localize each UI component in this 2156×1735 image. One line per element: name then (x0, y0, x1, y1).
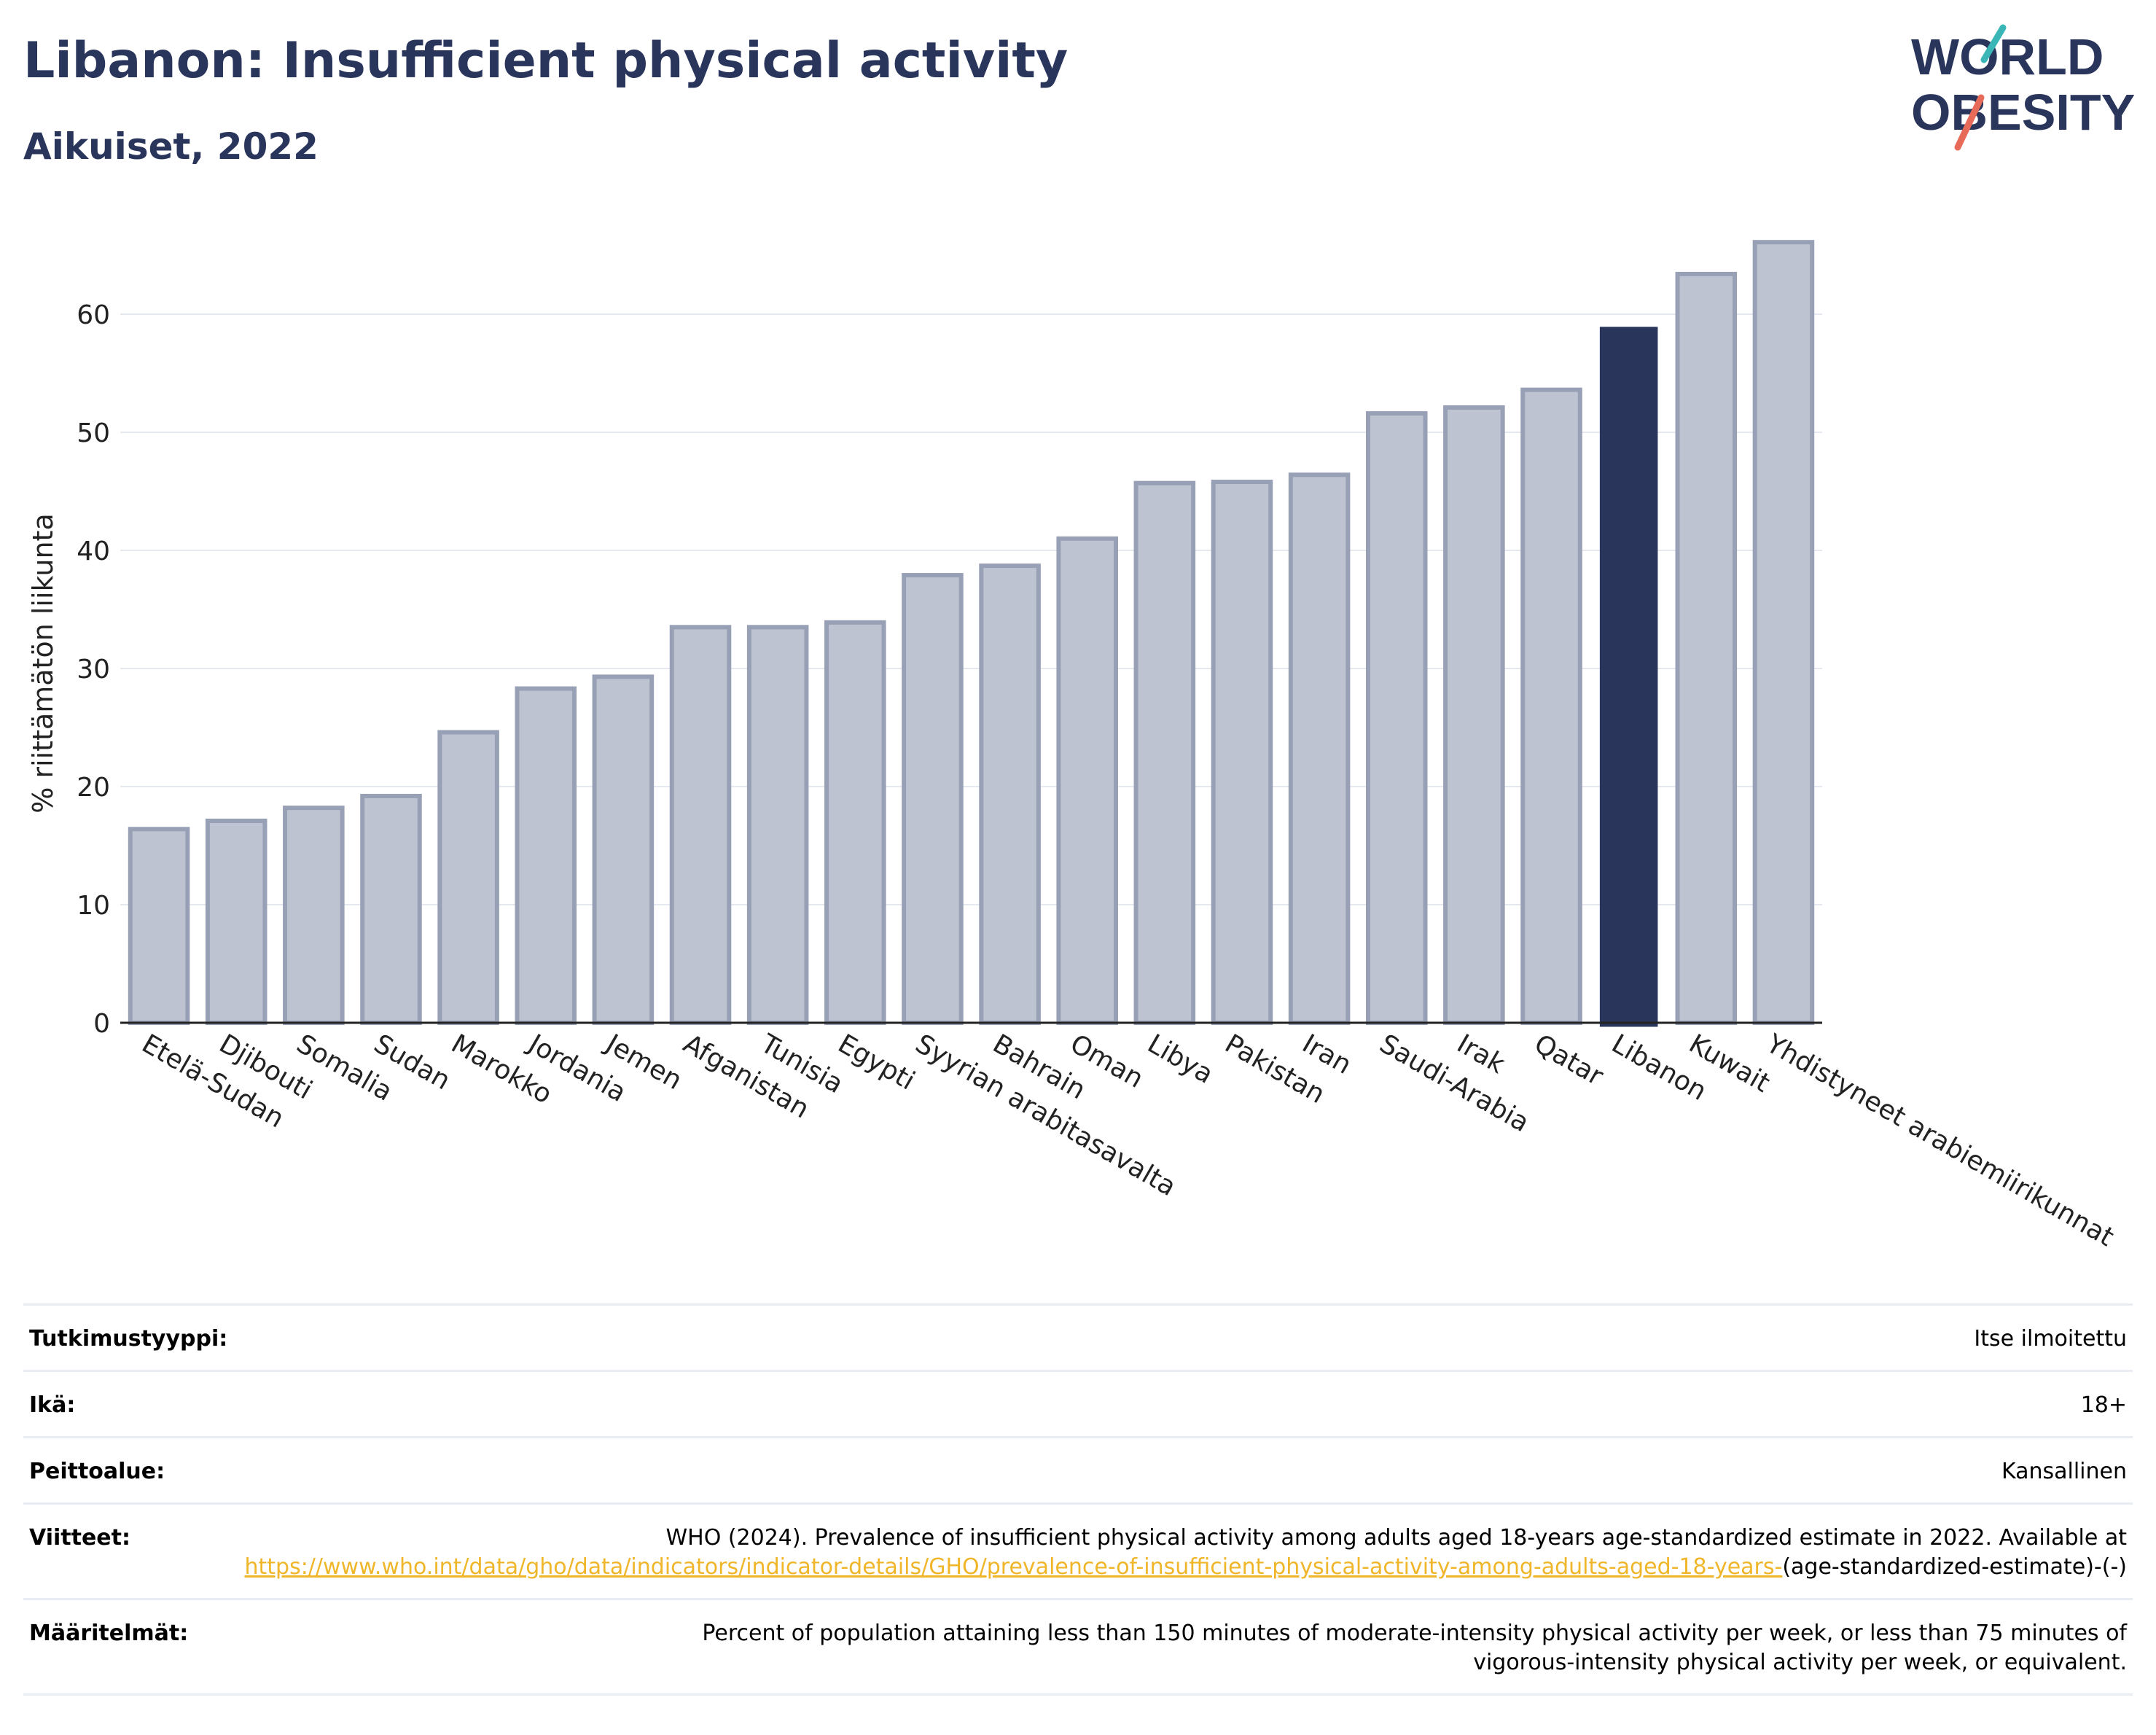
bar-tunisia (746, 625, 809, 1025)
study-type-value: Itse ilmoitettu (1974, 1326, 2127, 1352)
coverage-label: Peittoalue: (29, 1459, 165, 1484)
bar-etelä-sudan (128, 827, 190, 1025)
references-text: WHO (2024). Prevalence of insufficient p… (665, 1525, 2127, 1551)
bar-marokko (437, 730, 499, 1025)
logo-slash-coral (1954, 94, 1985, 151)
bar-jemen (592, 674, 655, 1026)
logo-line1: WORLD (1911, 28, 2104, 85)
bar-jordania (515, 686, 577, 1025)
chart-title: Libanon: Insufficient physical activity (23, 32, 1069, 90)
info-row-references: Viitteet: WHO (2024). Prevalence of insu… (23, 1502, 2133, 1598)
x-tick-label: Saudi-Arabia (1375, 1029, 1534, 1138)
bar-afganistan (669, 625, 732, 1025)
info-row-study-type: Tutkimustyyppi: Itse ilmoitettu (23, 1303, 2133, 1370)
info-table: Tutkimustyyppi: Itse ilmoitettu Ikä: 18+… (23, 1303, 2133, 1696)
y-tick-label: 30 (77, 655, 110, 685)
bar-pakistan (1211, 480, 1273, 1025)
info-row-coverage: Peittoalue: Kansallinen (23, 1436, 2133, 1502)
references-value: WHO (2024). Prevalence of insufficient p… (244, 1524, 2127, 1582)
y-tick-label: 60 (77, 300, 110, 330)
y-tick-label: 20 (77, 773, 110, 803)
info-row-age: Ikä: 18+ (23, 1370, 2133, 1436)
bar-kuwait (1675, 271, 1738, 1025)
logo-line2: OBESITY (1911, 84, 2135, 141)
bar-djibouti (205, 818, 267, 1025)
bar-somalia (283, 806, 345, 1026)
world-obesity-logo: WORLD OBESITY (1911, 24, 2135, 151)
bar-iran (1288, 472, 1351, 1025)
x-tick-label: Egypti (833, 1029, 920, 1096)
references-link[interactable]: https://www.who.int/data/gho/data/indica… (244, 1554, 1783, 1580)
y-axis-label: % riittämätön liikunta (27, 513, 59, 814)
bar-oman (1056, 536, 1118, 1025)
references-label: Viitteet: (29, 1525, 130, 1551)
bar-syyrian-arabitasavalta (902, 573, 964, 1025)
bar-qatar (1520, 387, 1582, 1025)
x-tick-label: Qatar (1529, 1029, 1608, 1091)
bar-egypti (824, 620, 886, 1025)
y-tick-label: 50 (77, 418, 110, 448)
definitions-label: Määritelmät: (29, 1621, 189, 1646)
logo-slash-teal (1980, 24, 2007, 63)
age-value: 18+ (2080, 1392, 2127, 1418)
bar-sudan (360, 793, 422, 1025)
definitions-value: Percent of population attaining less tha… (702, 1621, 2127, 1675)
x-tick-label: Libya (1142, 1029, 1218, 1090)
coverage-value: Kansallinen (2001, 1459, 2127, 1484)
y-tick-label: 0 (93, 1009, 110, 1039)
bar-libanon (1599, 327, 1658, 1027)
chart-subtitle: Aikuiset, 2022 (23, 125, 319, 168)
info-row-definitions: Määritelmät: Percent of population attai… (23, 1598, 2133, 1696)
bar-irak (1443, 405, 1505, 1025)
age-label: Ikä: (29, 1392, 76, 1418)
y-tick-label: 40 (77, 537, 110, 566)
y-tick-label: 10 (77, 891, 110, 921)
study-type-label: Tutkimustyyppi: (29, 1326, 228, 1352)
bar-libya (1133, 480, 1196, 1025)
references-suffix: (age-standardized-estimate)-(-) (1782, 1554, 2127, 1580)
bar-saudi-arabia (1365, 411, 1428, 1025)
bar-bahrain (979, 564, 1041, 1025)
bar-yhdistyneet-arabiemiirikunnat (1752, 240, 1815, 1025)
x-tick-label: Yhdistyneet arabiemiirikunnat (1761, 1029, 2119, 1252)
